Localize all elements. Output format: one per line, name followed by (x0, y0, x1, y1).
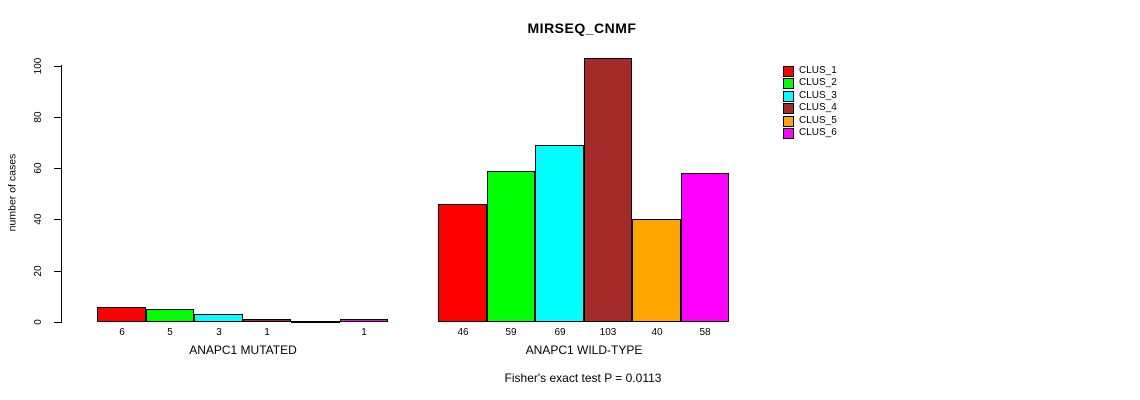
bar-clus_5-anapc1-wild-type (632, 219, 681, 322)
group-label-anapc1-mutated: ANAPC1 MUTATED (189, 343, 297, 357)
bar-value-label: 1 (361, 327, 367, 338)
legend-label: CLUS_6 (799, 127, 837, 138)
legend-swatch-icon (783, 115, 794, 127)
legend-item-clus_5: CLUS_5 (783, 115, 837, 127)
legend-swatch-icon (783, 65, 794, 77)
bar-clus_2-anapc1-wild-type (487, 171, 535, 322)
bar-clus_5-anapc1-mutated (291, 321, 340, 323)
bar-clus_1-anapc1-mutated (97, 307, 146, 322)
y-axis-tick (54, 322, 62, 323)
y-axis-line (61, 65, 62, 323)
bar-value-label: 5 (167, 327, 173, 338)
chart-title: MIRSEQ_CNMF (527, 20, 637, 36)
y-axis-tick-label: 80 (33, 111, 44, 123)
bar-clus_3-anapc1-wild-type (535, 145, 584, 322)
y-axis-tick (54, 117, 62, 118)
legend-swatch-icon (783, 77, 794, 89)
bar-value-label: 1 (264, 327, 270, 338)
y-axis-tick-label: 40 (33, 213, 44, 225)
bar-clus_3-anapc1-mutated (194, 314, 243, 322)
y-axis-tick (54, 66, 62, 67)
y-axis-tick-label: 100 (33, 57, 44, 75)
group-label-anapc1-wild-type: ANAPC1 WILD-TYPE (525, 343, 643, 357)
legend-item-clus_1: CLUS_1 (783, 65, 837, 77)
y-axis-tick-label: 20 (33, 265, 44, 277)
legend-label: CLUS_3 (799, 90, 837, 101)
bar-value-label: 103 (599, 327, 617, 338)
bar-clus_4-anapc1-wild-type (584, 58, 632, 322)
y-axis-tick (54, 219, 62, 220)
bar-clus_1-anapc1-wild-type (438, 204, 487, 322)
y-axis-tick (54, 271, 62, 272)
bar-value-label: 3 (216, 327, 222, 338)
bar-value-label: 46 (457, 327, 469, 338)
legend-item-clus_6: CLUS_6 (783, 127, 837, 139)
bar-clus_2-anapc1-mutated (146, 309, 194, 322)
legend-swatch-icon (783, 127, 794, 139)
legend-label: CLUS_2 (799, 77, 837, 88)
bar-value-label: 69 (554, 327, 566, 338)
bar-value-label: 59 (505, 327, 517, 338)
bar-value-label: 40 (651, 327, 663, 338)
y-axis-title: number of cases (6, 153, 19, 232)
bar-clus_4-anapc1-mutated (243, 319, 291, 322)
bar-clus_6-anapc1-mutated (340, 319, 388, 322)
legend-label: CLUS_5 (799, 115, 837, 126)
legend-swatch-icon (783, 102, 794, 114)
y-axis-tick-label: 0 (33, 319, 44, 325)
bar-clus_6-anapc1-wild-type (681, 173, 729, 322)
bar-value-label: 58 (699, 327, 711, 338)
legend-item-clus_2: CLUS_2 (783, 77, 837, 89)
legend-swatch-icon (783, 90, 794, 102)
legend-label: CLUS_1 (799, 65, 837, 76)
bar-value-label: 6 (119, 327, 125, 338)
fisher-annotation: Fisher's exact test P = 0.0113 (504, 371, 662, 385)
legend-item-clus_4: CLUS_4 (783, 102, 837, 114)
y-axis-tick (54, 168, 62, 169)
y-axis-tick-label: 60 (33, 162, 44, 174)
legend-label: CLUS_4 (799, 102, 837, 113)
legend-item-clus_3: CLUS_3 (783, 90, 837, 102)
